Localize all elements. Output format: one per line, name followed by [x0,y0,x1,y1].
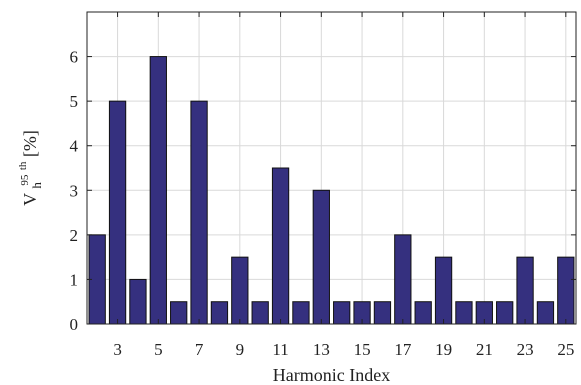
bar-harmonic-20 [455,301,473,325]
x-tick-label: 11 [272,340,288,359]
bar-harmonic-3 [108,100,127,325]
plot-frame [86,11,577,325]
bar-harmonic-6 [170,301,188,325]
x-tick-label: 3 [113,340,122,359]
x-tick-label: 9 [236,340,245,359]
bar-harmonic-11 [271,167,290,325]
bar-harmonic-9 [231,256,249,325]
x-tick-label: 21 [476,340,493,359]
y-axis-title-symbol: V [20,193,40,206]
x-tick-label: 19 [435,340,452,359]
bar-harmonic-23 [516,256,534,325]
y-tick-label: 4 [70,137,79,156]
bar-harmonic-10 [251,301,269,325]
x-tick-label: 15 [354,340,371,359]
y-axis-title-superscript-suffix: th [17,161,29,170]
x-tick-label: 17 [394,340,412,359]
bar-harmonic-19 [434,256,453,325]
y-tick-label: 6 [70,48,79,67]
x-tick-label: 7 [195,340,204,359]
bar-harmonic-22 [496,301,514,325]
bar-harmonic-13 [312,189,330,325]
y-tick-labels: 0 1 2 3 4 5 6 [70,48,79,334]
y-tick-label: 3 [70,181,79,200]
y-axis-title-unit: [%] [20,130,40,157]
y-tick-label: 1 [70,270,79,289]
x-tick-label: 25 [557,340,574,359]
bar-harmonic-17 [394,234,412,325]
y-tick-label: 0 [70,315,79,334]
x-tick-label: 13 [313,340,330,359]
bar-harmonic-14 [333,301,351,325]
bar-harmonic-7 [190,100,208,325]
plot-area-background [87,12,576,324]
bar-harmonic-18 [414,301,432,325]
y-axis-title: V h 95 th [%] [10,130,45,206]
bar-harmonic-5 [149,56,167,325]
bar-harmonic-4 [129,278,147,325]
bar-harmonic-25 [557,256,575,325]
x-tick-labels: 3 5 7 9 11 13 15 17 19 21 23 25 [113,340,574,359]
bar-harmonic-12 [292,301,310,325]
y-tick-label: 2 [70,226,79,245]
y-tick-label: 5 [70,92,79,111]
bar-harmonic-8 [210,301,229,325]
x-axis-title: Harmonic Index [273,365,390,385]
bar-harmonic-24 [536,301,555,325]
x-tick-label: 5 [154,340,163,359]
x-tick-label: 23 [517,340,534,359]
y-axis-title-subscript: h [29,182,44,189]
bar-harmonic-16 [373,301,392,325]
y-axis-title-superscript: 95 [19,174,31,186]
